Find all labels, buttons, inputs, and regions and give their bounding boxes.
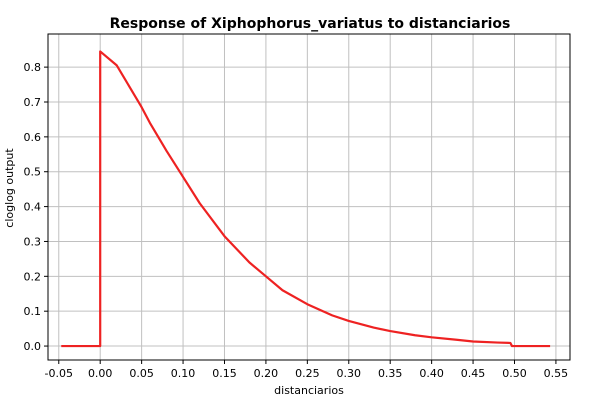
x-tick-label: 0.30 xyxy=(337,367,362,380)
x-tick-label: 0.45 xyxy=(461,367,486,380)
x-tick-label: 0.00 xyxy=(88,367,113,380)
x-tick-label: -0.05 xyxy=(45,367,73,380)
grid xyxy=(48,34,570,360)
x-tick-label: 0.15 xyxy=(212,367,237,380)
x-axis-ticks: -0.05 0.00 0.05 0.10 0.15 0.20 0.25 0.30 0.35 0.4… xyxy=(45,360,569,380)
y-tick-label: 0.8 xyxy=(24,61,42,74)
y-axis-label: cloglog output xyxy=(3,148,16,228)
y-tick-label: 0.5 xyxy=(24,166,42,179)
y-tick-label: 0.6 xyxy=(24,131,42,144)
y-tick-label: 0.1 xyxy=(24,305,42,318)
y-tick-label: 0.4 xyxy=(24,201,42,214)
x-tick-label: 0.55 xyxy=(544,367,569,380)
chart-title: Response of Xiphophorus_variatus to dist… xyxy=(110,16,511,32)
x-tick-label: 0.10 xyxy=(171,367,196,380)
y-tick-label: 0.7 xyxy=(24,96,42,109)
x-tick-label: 0.40 xyxy=(419,367,444,380)
series-line xyxy=(61,50,551,348)
x-tick-label: 0.35 xyxy=(378,367,403,380)
series-group xyxy=(61,50,551,348)
x-tick-label: 0.05 xyxy=(129,367,154,380)
y-tick-label: 0.0 xyxy=(24,340,42,353)
plot-border xyxy=(47,33,571,361)
y-axis-ticks: 0.0 0.1 0.2 0.3 0.4 0.5 0.6 0.7 0.8 xyxy=(24,61,48,353)
x-tick-label: 0.25 xyxy=(295,367,320,380)
y-tick-label: 0.2 xyxy=(24,270,42,283)
x-axis-label: distanciarios xyxy=(274,384,344,397)
x-tick-label: 0.50 xyxy=(502,367,527,380)
y-tick-label: 0.3 xyxy=(24,235,42,248)
x-tick-label: 0.20 xyxy=(254,367,279,380)
